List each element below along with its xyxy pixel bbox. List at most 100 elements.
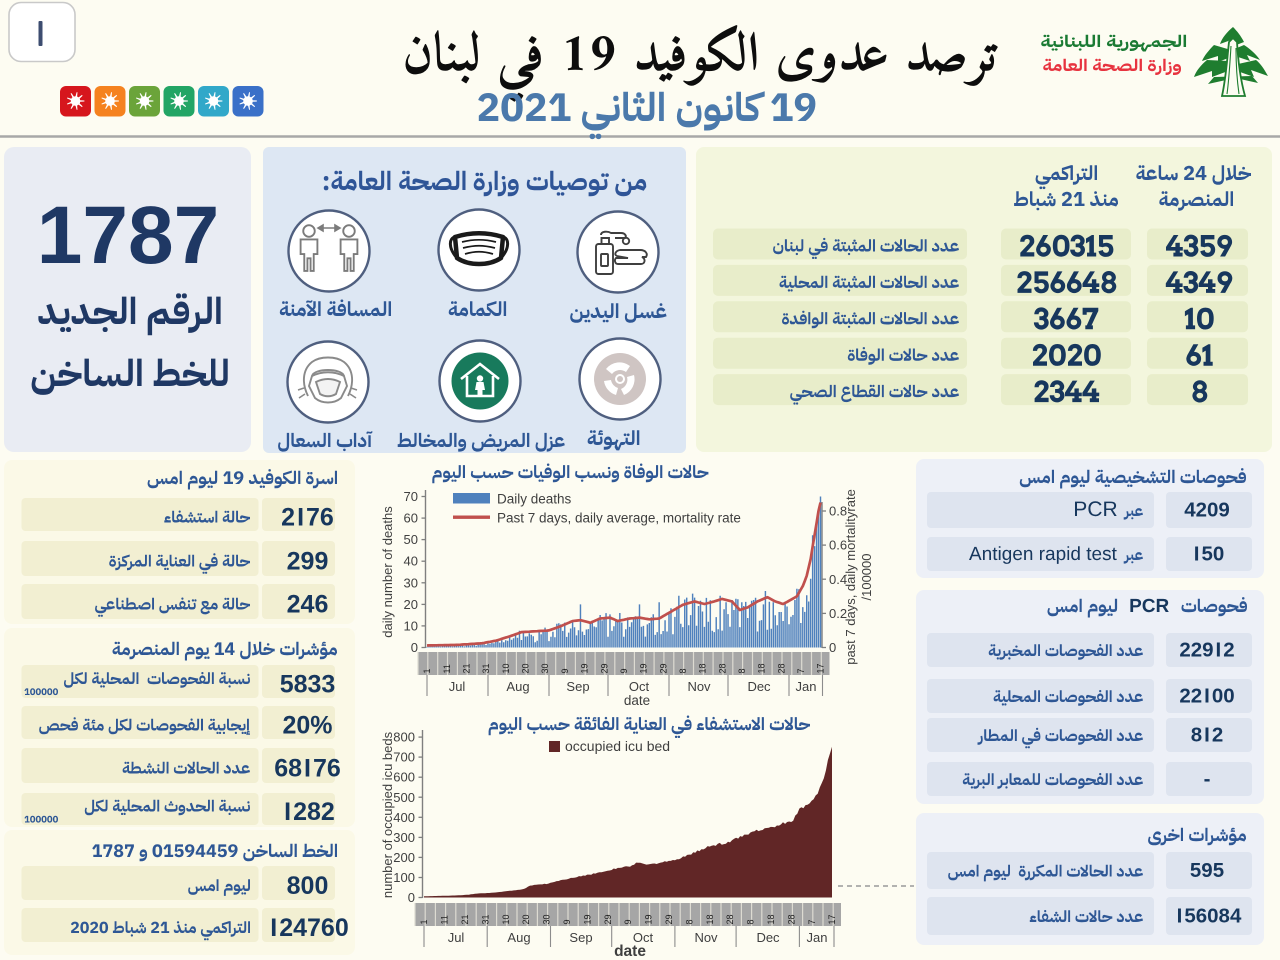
svg-text:18: 18: [698, 663, 708, 673]
svg-text:1: 1: [422, 668, 432, 673]
svg-text:0: 0: [829, 640, 836, 655]
svg-text:4209: 4209: [1184, 499, 1230, 522]
svg-text:19: 19: [582, 914, 592, 924]
svg-text:21: 21: [460, 914, 470, 924]
svg-text:Oct: Oct: [629, 679, 650, 694]
svg-text:30: 30: [540, 663, 550, 673]
svg-text:9: 9: [623, 919, 633, 924]
svg-text:29: 29: [603, 914, 613, 924]
svg-text:I56084: I56084: [1177, 905, 1242, 928]
svg-text:-: -: [1204, 768, 1211, 791]
svg-text:1: 1: [419, 919, 429, 924]
svg-text:19: 19: [639, 663, 649, 673]
svg-text:30: 30: [404, 575, 418, 590]
svg-text:/100000: /100000: [859, 554, 874, 601]
svg-text:28: 28: [725, 914, 735, 924]
svg-text:8: 8: [684, 919, 694, 924]
svg-text:28: 28: [776, 663, 786, 673]
svg-text:9: 9: [560, 668, 570, 673]
svg-text:8: 8: [678, 668, 688, 673]
svg-text:5833: 5833: [280, 671, 336, 699]
svg-text:daily number of deaths: daily number of deaths: [380, 506, 395, 638]
svg-text:8: 8: [746, 919, 756, 924]
svg-text:Aug: Aug: [507, 930, 530, 945]
svg-text:20: 20: [521, 663, 531, 673]
svg-text:600: 600: [393, 770, 415, 785]
svg-text:7: 7: [807, 919, 817, 924]
svg-text:Jul: Jul: [449, 679, 466, 694]
svg-text:Sep: Sep: [566, 679, 589, 694]
svg-text:0.8: 0.8: [829, 504, 847, 519]
svg-text:Daily deaths: Daily deaths: [497, 492, 572, 507]
svg-text:30: 30: [542, 914, 552, 924]
svg-text:I282: I282: [284, 798, 335, 826]
svg-text:number of occupied icu beds: number of occupied icu beds: [380, 731, 395, 898]
svg-text:Aug: Aug: [506, 679, 529, 694]
svg-text:11: 11: [440, 915, 450, 924]
svg-text:40: 40: [404, 554, 418, 569]
svg-text:28: 28: [717, 663, 727, 673]
svg-text:17: 17: [827, 914, 837, 924]
svg-text:229I2: 229I2: [1179, 639, 1234, 662]
svg-text:I50: I50: [1194, 543, 1225, 566]
svg-text:Jan: Jan: [796, 679, 817, 694]
svg-text:20%: 20%: [282, 712, 332, 740]
svg-text:Nov: Nov: [694, 930, 718, 945]
svg-text:Sep: Sep: [569, 930, 592, 945]
svg-text:70: 70: [404, 489, 418, 504]
svg-text:400: 400: [393, 810, 415, 825]
svg-text:2I76: 2I76: [281, 504, 334, 532]
svg-text:10: 10: [501, 663, 511, 673]
svg-text:246: 246: [287, 591, 329, 619]
svg-text:299: 299: [287, 548, 329, 576]
svg-text:7: 7: [796, 668, 806, 673]
svg-text:0: 0: [408, 890, 415, 905]
svg-text:10: 10: [404, 618, 418, 633]
svg-text:8I2: 8I2: [1191, 724, 1224, 747]
svg-text:Dec: Dec: [756, 930, 780, 945]
svg-text:60: 60: [404, 511, 418, 526]
svg-text:occupied icu bed: occupied icu bed: [565, 738, 670, 754]
svg-text:29: 29: [599, 663, 609, 673]
svg-text:700: 700: [393, 750, 415, 765]
svg-text:29: 29: [664, 914, 674, 924]
svg-text:0: 0: [411, 640, 418, 655]
svg-text:9: 9: [562, 919, 572, 924]
svg-text:19: 19: [580, 663, 590, 673]
svg-text:200: 200: [393, 850, 415, 865]
svg-text:18: 18: [757, 663, 767, 673]
svg-text:800: 800: [287, 872, 329, 900]
svg-text:Jan: Jan: [807, 930, 828, 945]
svg-text:18: 18: [766, 914, 776, 924]
svg-text:Dec: Dec: [747, 679, 771, 694]
svg-text:Past 7 days, daily average, mo: Past 7 days, daily average, mortality ra…: [497, 511, 741, 526]
svg-text:9: 9: [619, 668, 629, 673]
svg-text:Oct: Oct: [633, 930, 654, 945]
svg-text:Jul: Jul: [448, 930, 465, 945]
svg-text:21: 21: [462, 663, 472, 673]
svg-text:28: 28: [786, 914, 796, 924]
svg-text:17: 17: [816, 663, 826, 673]
svg-text:68I76: 68I76: [274, 755, 341, 783]
svg-text:19: 19: [644, 914, 654, 924]
svg-text:800: 800: [393, 730, 415, 745]
svg-text:10: 10: [501, 914, 511, 924]
svg-text:0.6: 0.6: [829, 538, 847, 553]
svg-text:0.2: 0.2: [829, 606, 847, 621]
svg-text:31: 31: [481, 663, 491, 673]
svg-text:18: 18: [705, 914, 715, 924]
svg-text:0.4: 0.4: [829, 572, 847, 587]
svg-text:31: 31: [480, 914, 490, 924]
svg-text:I24760: I24760: [270, 914, 348, 942]
svg-text:20: 20: [521, 914, 531, 924]
svg-text:date: date: [624, 693, 650, 708]
svg-text:50: 50: [404, 532, 418, 547]
svg-text:date: date: [614, 943, 646, 960]
svg-text:1787: 1787: [37, 190, 219, 281]
svg-text:100: 100: [393, 870, 415, 885]
svg-text:22I00: 22I00: [1179, 685, 1234, 708]
svg-text:595: 595: [1190, 859, 1224, 882]
svg-text:past 7 days, daily mortalityra: past 7 days, daily mortalityrate: [843, 489, 858, 665]
svg-text:500: 500: [393, 790, 415, 805]
svg-text:29: 29: [658, 663, 668, 673]
